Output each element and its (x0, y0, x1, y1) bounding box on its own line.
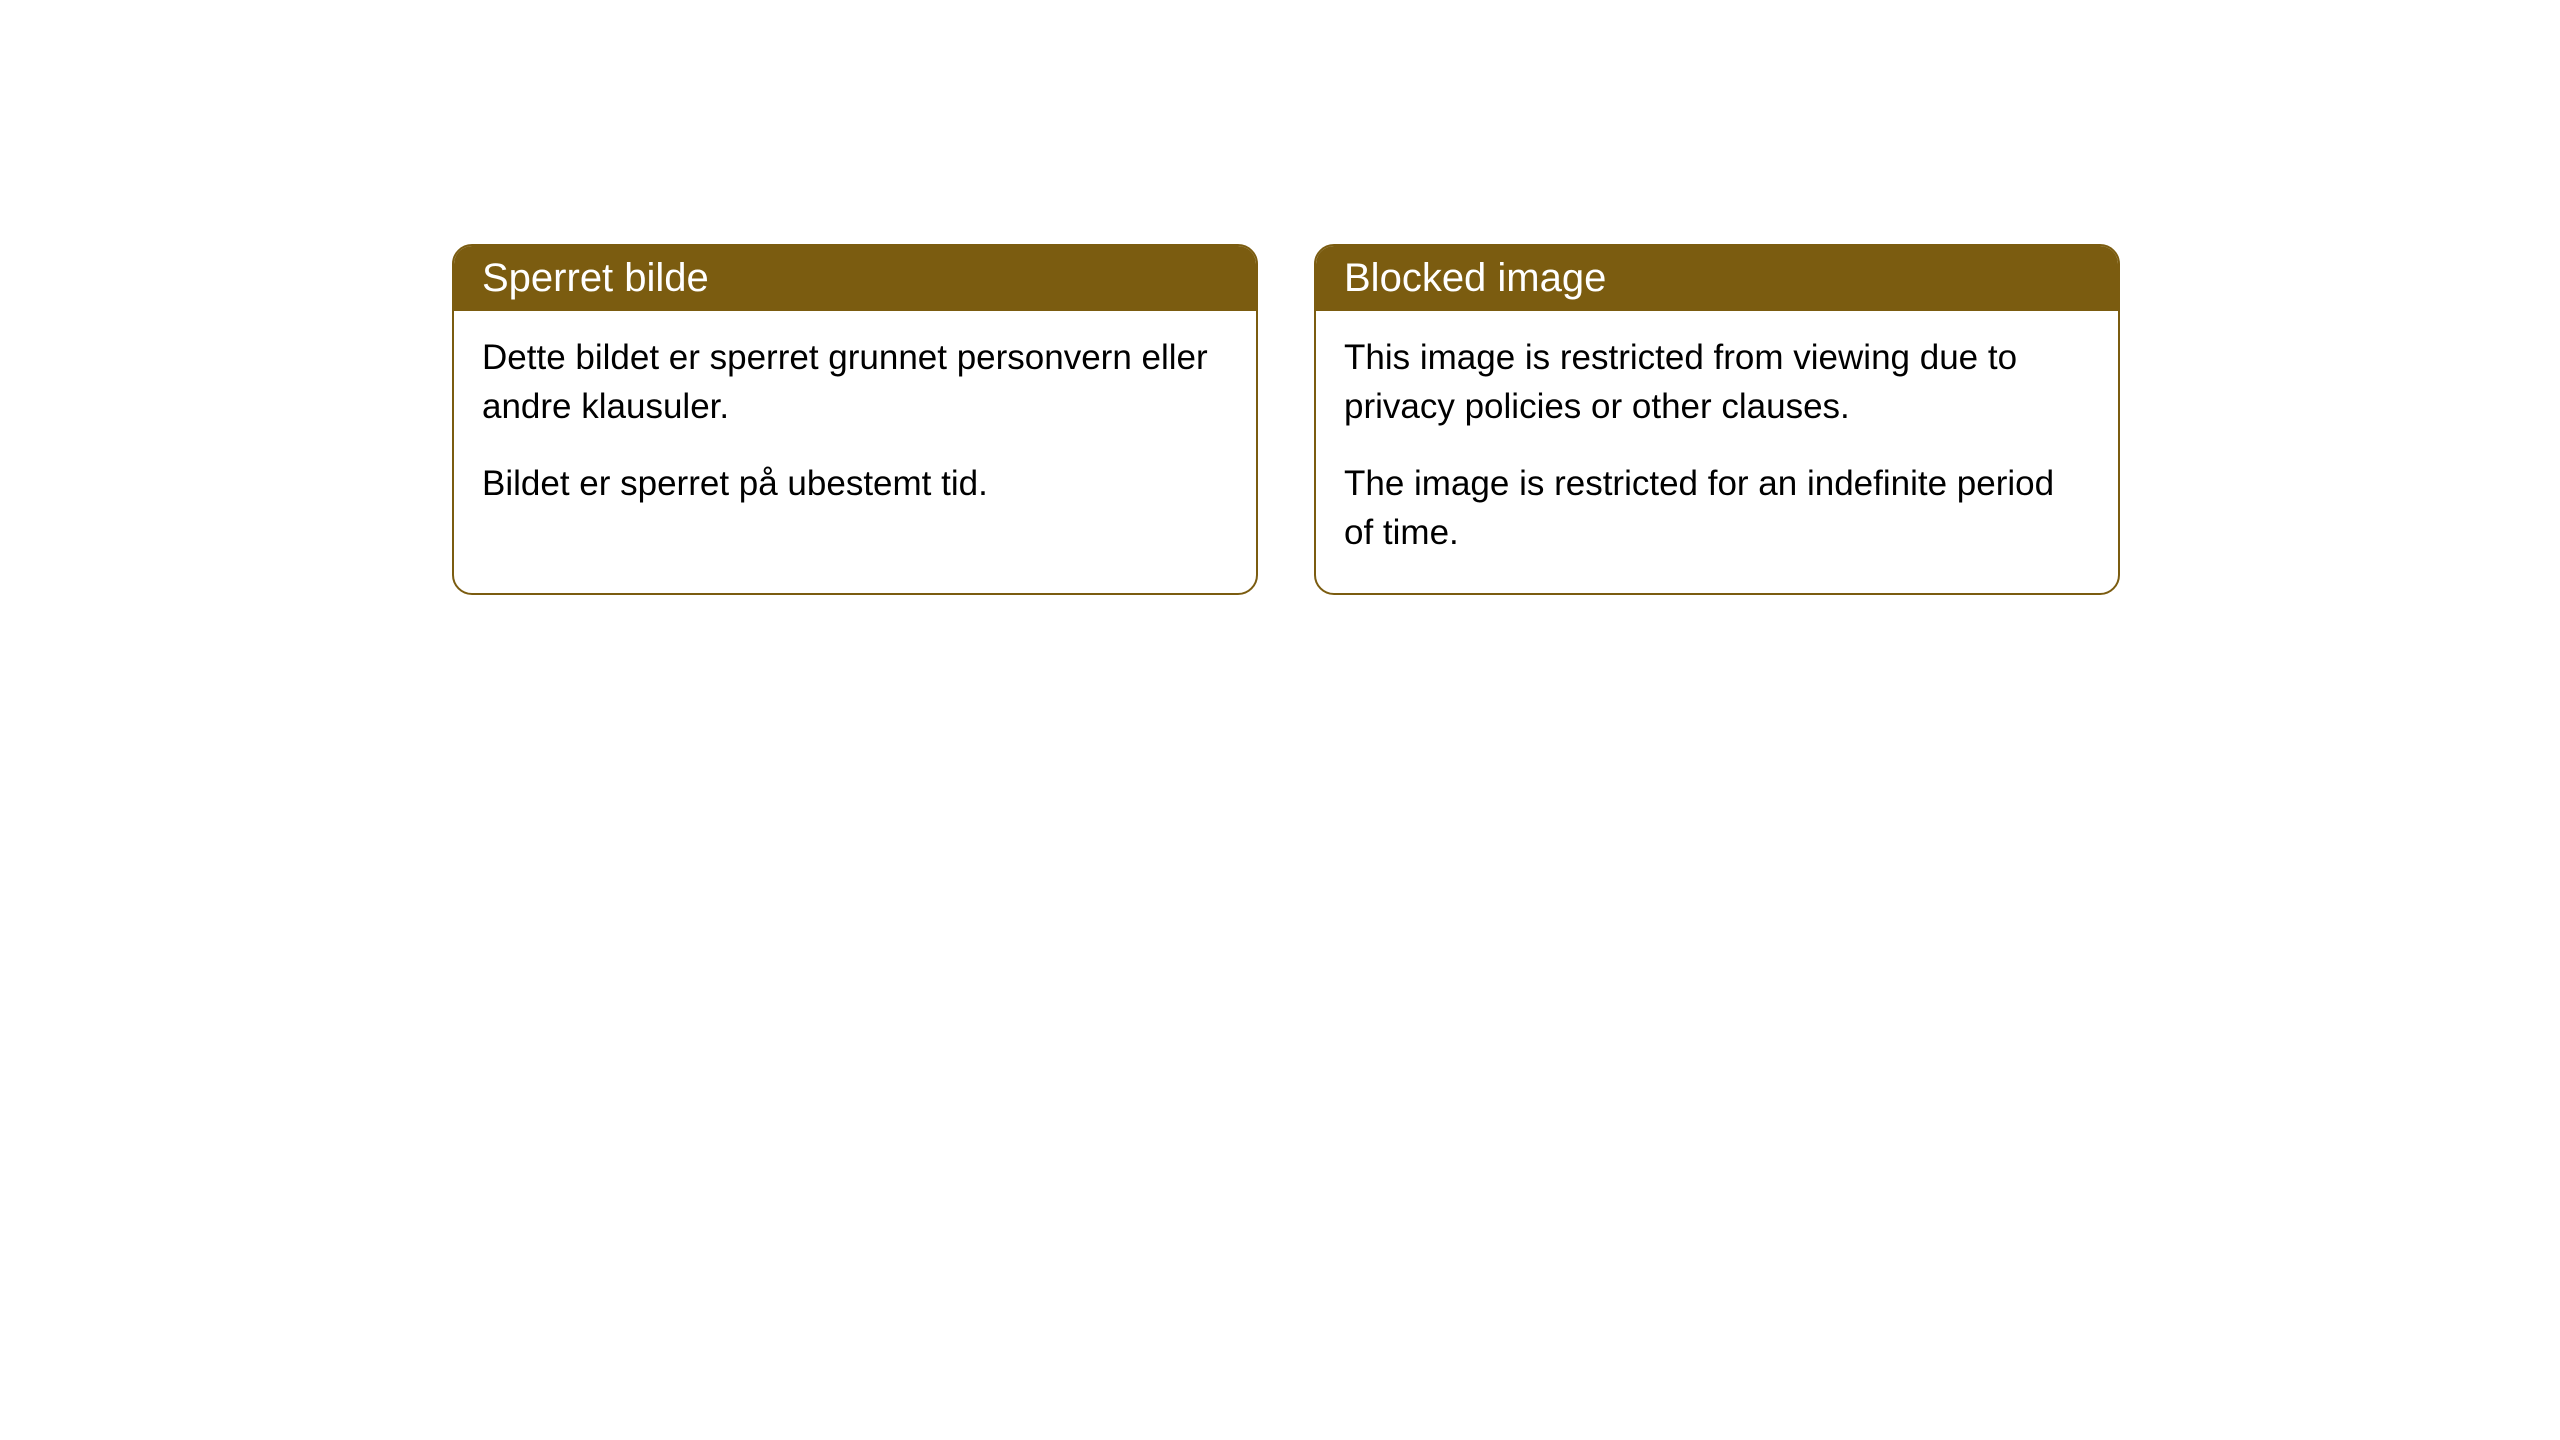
card-paragraph-1: Dette bildet er sperret grunnet personve… (482, 333, 1228, 431)
card-norwegian: Sperret bilde Dette bildet er sperret gr… (452, 244, 1258, 595)
card-title: Blocked image (1344, 256, 1606, 300)
card-paragraph-2: The image is restricted for an indefinit… (1344, 459, 2090, 557)
card-header: Sperret bilde (454, 246, 1256, 311)
card-body: This image is restricted from viewing du… (1316, 311, 2118, 593)
card-title: Sperret bilde (482, 256, 709, 300)
card-paragraph-1: This image is restricted from viewing du… (1344, 333, 2090, 431)
card-english: Blocked image This image is restricted f… (1314, 244, 2120, 595)
cards-container: Sperret bilde Dette bildet er sperret gr… (452, 244, 2120, 595)
card-header: Blocked image (1316, 246, 2118, 311)
card-paragraph-2: Bildet er sperret på ubestemt tid. (482, 459, 1228, 508)
card-body: Dette bildet er sperret grunnet personve… (454, 311, 1256, 544)
